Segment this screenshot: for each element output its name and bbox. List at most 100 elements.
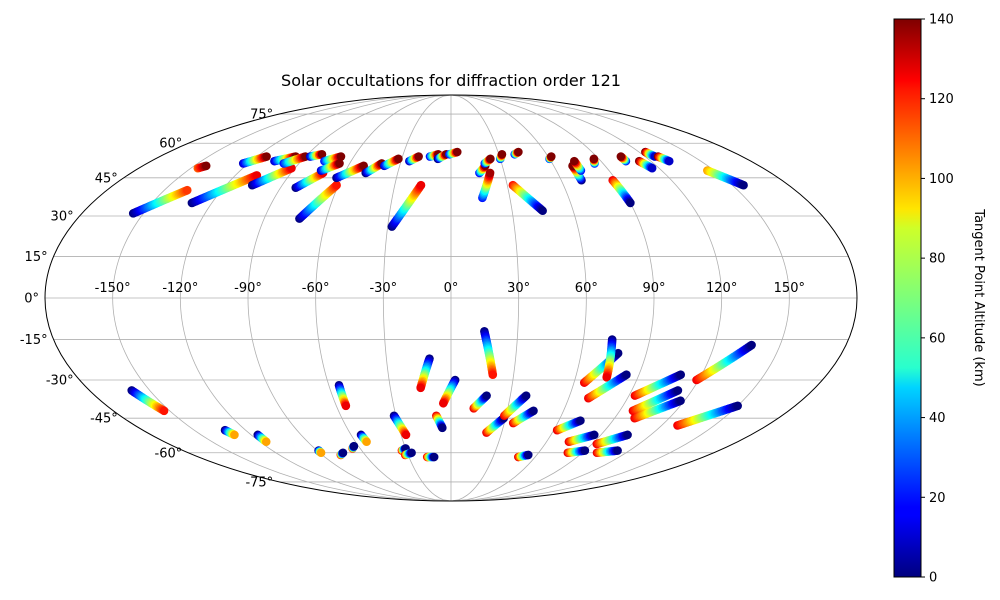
occultation-track xyxy=(545,152,556,164)
occultation-track xyxy=(703,166,748,190)
occultation-track xyxy=(692,340,756,385)
gridline-lon xyxy=(315,95,452,501)
track-point xyxy=(602,373,611,382)
occultation-track xyxy=(314,446,326,458)
occultation-track xyxy=(592,430,632,449)
occultation-track xyxy=(432,411,447,433)
track-point xyxy=(486,154,495,164)
track-point xyxy=(261,437,271,447)
colorbar-tick-label: 60 xyxy=(929,331,946,346)
occultation-track xyxy=(416,354,434,393)
chart-title: Solar occultations for diffraction order… xyxy=(281,71,621,90)
track-point xyxy=(589,430,599,440)
occultation-track xyxy=(564,430,599,447)
track-point xyxy=(335,159,344,168)
occultation-track xyxy=(316,159,344,175)
track-point xyxy=(159,406,169,416)
tracks-layer xyxy=(127,147,756,462)
y-tick-label: 30° xyxy=(51,209,74,224)
track-point xyxy=(664,156,674,166)
colorbar-ticks: 0 20 40 60 80 100 120 140 xyxy=(921,13,954,586)
track-point xyxy=(613,446,622,455)
occultation-track xyxy=(238,152,271,168)
occultation-track xyxy=(495,149,507,164)
track-point xyxy=(497,149,507,159)
occultation-track xyxy=(469,391,491,413)
occultation-track xyxy=(552,416,585,435)
occultation-track xyxy=(445,147,462,159)
y-tick-label: 0° xyxy=(24,292,39,307)
track-point xyxy=(407,448,416,458)
occultation-track xyxy=(387,180,426,231)
occultation-track xyxy=(389,411,411,440)
y-tick-label: -45° xyxy=(90,412,118,427)
track-point xyxy=(488,370,498,380)
y-tick-label: 15° xyxy=(25,250,48,265)
track-point xyxy=(747,340,756,350)
occultation-track xyxy=(608,175,635,208)
track-point xyxy=(580,446,590,455)
track-point xyxy=(452,147,462,157)
colorbar-tick-label: 0 xyxy=(929,571,937,586)
gridline-lon xyxy=(179,95,452,501)
map-outline xyxy=(44,94,858,502)
track-point xyxy=(485,168,495,178)
occultation-track xyxy=(630,396,685,423)
track-point xyxy=(336,152,346,161)
x-tick-label: 30° xyxy=(507,281,530,296)
occultation-track xyxy=(247,163,296,190)
track-point xyxy=(626,198,635,208)
track-point xyxy=(673,386,683,395)
y-tick-label: -15° xyxy=(20,333,48,348)
occultation-track xyxy=(499,391,531,421)
map-area: -150° -120° -90° -60° -30° 0° 30° 60° 90° 120° 150… xyxy=(20,94,858,502)
track-point xyxy=(589,154,599,164)
colorbar-tick-label: 20 xyxy=(929,491,946,506)
y-tick-label: -75° xyxy=(245,475,273,490)
gridline-lon xyxy=(450,95,520,501)
x-tick-label: 150° xyxy=(774,281,805,296)
track-point xyxy=(252,171,262,180)
gridline-lon xyxy=(112,95,452,501)
occultation-track xyxy=(438,375,460,408)
colorbar-tick-label: 140 xyxy=(929,13,954,28)
occultation-track xyxy=(673,401,742,430)
y-tick-labels: -75° -60° -45° -30° -15° 0° 15° 30° 45° 60° 75° xyxy=(20,108,273,491)
occultation-track xyxy=(279,152,310,168)
occultation-track xyxy=(584,370,631,403)
track-point xyxy=(362,437,371,447)
track-point xyxy=(622,370,631,380)
track-point xyxy=(576,416,585,425)
occultation-track xyxy=(336,448,348,460)
x-tick-label: -60° xyxy=(302,281,330,296)
track-point xyxy=(514,147,523,157)
track-point xyxy=(230,430,239,440)
y-tick-label: 75° xyxy=(250,108,273,123)
occultation-track xyxy=(628,386,683,416)
colorbar-tick-label: 100 xyxy=(929,172,954,187)
track-point xyxy=(523,450,533,460)
track-point xyxy=(438,398,448,408)
track-point xyxy=(676,370,686,380)
track-point xyxy=(341,401,351,411)
occultation-track xyxy=(356,430,371,447)
occultation-track xyxy=(295,180,341,223)
occultation-track xyxy=(253,430,271,447)
occultation-track xyxy=(514,450,533,462)
y-tick-label: -60° xyxy=(155,446,183,461)
gridline-lon xyxy=(450,95,587,501)
x-tick-label: 60° xyxy=(575,281,598,296)
track-point xyxy=(416,180,426,190)
occultation-track xyxy=(508,406,538,428)
gridline-lon xyxy=(450,95,723,501)
occultation-track xyxy=(480,154,495,168)
occultation-track xyxy=(405,152,423,166)
track-point xyxy=(616,152,626,161)
track-point xyxy=(429,452,439,462)
track-point xyxy=(332,180,341,190)
track-point xyxy=(349,441,359,451)
occultation-track xyxy=(332,161,369,183)
track-point xyxy=(262,152,271,161)
occultation-track xyxy=(193,161,211,173)
